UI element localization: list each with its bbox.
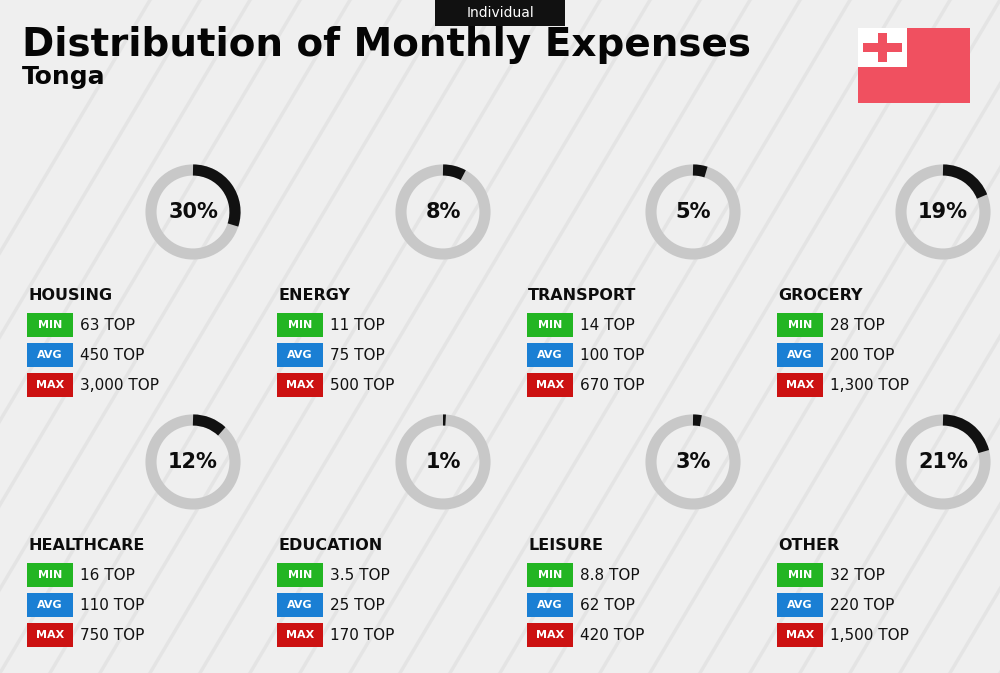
FancyBboxPatch shape [277, 343, 323, 367]
Text: TRANSPORT: TRANSPORT [528, 287, 636, 302]
FancyBboxPatch shape [777, 623, 823, 647]
FancyBboxPatch shape [435, 0, 565, 26]
Text: 11 TOP: 11 TOP [330, 318, 385, 332]
Text: 5%: 5% [675, 202, 711, 222]
FancyBboxPatch shape [27, 563, 73, 587]
Text: MIN: MIN [538, 570, 562, 580]
Text: 63 TOP: 63 TOP [80, 318, 135, 332]
Text: 1,500 TOP: 1,500 TOP [830, 627, 909, 643]
FancyBboxPatch shape [878, 34, 887, 61]
FancyBboxPatch shape [277, 373, 323, 397]
Text: 420 TOP: 420 TOP [580, 627, 644, 643]
Text: MIN: MIN [288, 570, 312, 580]
Text: AVG: AVG [37, 600, 63, 610]
FancyBboxPatch shape [527, 313, 573, 337]
Text: 28 TOP: 28 TOP [830, 318, 885, 332]
FancyBboxPatch shape [27, 593, 73, 617]
Text: MAX: MAX [286, 380, 314, 390]
FancyBboxPatch shape [777, 593, 823, 617]
Text: HOUSING: HOUSING [28, 287, 112, 302]
FancyBboxPatch shape [858, 28, 907, 67]
Text: MAX: MAX [786, 630, 814, 640]
Text: MAX: MAX [286, 630, 314, 640]
FancyBboxPatch shape [277, 563, 323, 587]
FancyBboxPatch shape [777, 343, 823, 367]
Text: MIN: MIN [788, 320, 812, 330]
FancyBboxPatch shape [527, 373, 573, 397]
Text: 170 TOP: 170 TOP [330, 627, 394, 643]
Text: 1%: 1% [425, 452, 461, 472]
FancyBboxPatch shape [777, 373, 823, 397]
FancyBboxPatch shape [858, 28, 970, 103]
Text: 1,300 TOP: 1,300 TOP [830, 378, 909, 392]
Text: MAX: MAX [36, 630, 64, 640]
Text: 500 TOP: 500 TOP [330, 378, 394, 392]
FancyBboxPatch shape [277, 313, 323, 337]
Text: 62 TOP: 62 TOP [580, 598, 635, 612]
FancyBboxPatch shape [777, 563, 823, 587]
FancyBboxPatch shape [27, 313, 73, 337]
Text: MAX: MAX [536, 380, 564, 390]
Text: AVG: AVG [37, 350, 63, 360]
Text: AVG: AVG [287, 600, 313, 610]
Text: AVG: AVG [787, 350, 813, 360]
Text: 670 TOP: 670 TOP [580, 378, 644, 392]
Text: MAX: MAX [536, 630, 564, 640]
Text: OTHER: OTHER [778, 538, 839, 553]
Text: Individual: Individual [466, 6, 534, 20]
Text: 25 TOP: 25 TOP [330, 598, 385, 612]
Text: 3%: 3% [675, 452, 711, 472]
Text: MIN: MIN [38, 570, 62, 580]
Text: AVG: AVG [287, 350, 313, 360]
Text: EDUCATION: EDUCATION [278, 538, 382, 553]
Text: 200 TOP: 200 TOP [830, 347, 894, 363]
Text: 8%: 8% [425, 202, 461, 222]
Text: MAX: MAX [786, 380, 814, 390]
Text: 32 TOP: 32 TOP [830, 567, 885, 583]
Text: GROCERY: GROCERY [778, 287, 862, 302]
FancyBboxPatch shape [527, 623, 573, 647]
FancyBboxPatch shape [27, 343, 73, 367]
Text: 8.8 TOP: 8.8 TOP [580, 567, 640, 583]
Text: HEALTHCARE: HEALTHCARE [28, 538, 144, 553]
Text: MIN: MIN [788, 570, 812, 580]
Text: ENERGY: ENERGY [278, 287, 350, 302]
Text: AVG: AVG [787, 600, 813, 610]
Text: 30%: 30% [168, 202, 218, 222]
Text: AVG: AVG [537, 600, 563, 610]
FancyBboxPatch shape [277, 623, 323, 647]
FancyBboxPatch shape [27, 373, 73, 397]
Text: 450 TOP: 450 TOP [80, 347, 144, 363]
Text: AVG: AVG [537, 350, 563, 360]
FancyBboxPatch shape [27, 623, 73, 647]
Text: Tonga: Tonga [22, 65, 106, 89]
Text: 21%: 21% [918, 452, 968, 472]
Text: 14 TOP: 14 TOP [580, 318, 635, 332]
FancyBboxPatch shape [527, 593, 573, 617]
Text: 75 TOP: 75 TOP [330, 347, 385, 363]
FancyBboxPatch shape [527, 343, 573, 367]
Text: 3.5 TOP: 3.5 TOP [330, 567, 390, 583]
Text: 16 TOP: 16 TOP [80, 567, 135, 583]
FancyBboxPatch shape [863, 43, 902, 52]
Text: Distribution of Monthly Expenses: Distribution of Monthly Expenses [22, 26, 751, 64]
Text: MAX: MAX [36, 380, 64, 390]
Text: 19%: 19% [918, 202, 968, 222]
Text: MIN: MIN [288, 320, 312, 330]
Text: MIN: MIN [538, 320, 562, 330]
FancyBboxPatch shape [527, 563, 573, 587]
Text: MIN: MIN [38, 320, 62, 330]
FancyBboxPatch shape [777, 313, 823, 337]
Text: 12%: 12% [168, 452, 218, 472]
Text: LEISURE: LEISURE [528, 538, 603, 553]
FancyBboxPatch shape [277, 593, 323, 617]
Text: 220 TOP: 220 TOP [830, 598, 894, 612]
Text: 100 TOP: 100 TOP [580, 347, 644, 363]
Text: 750 TOP: 750 TOP [80, 627, 144, 643]
Text: 110 TOP: 110 TOP [80, 598, 144, 612]
Text: 3,000 TOP: 3,000 TOP [80, 378, 159, 392]
